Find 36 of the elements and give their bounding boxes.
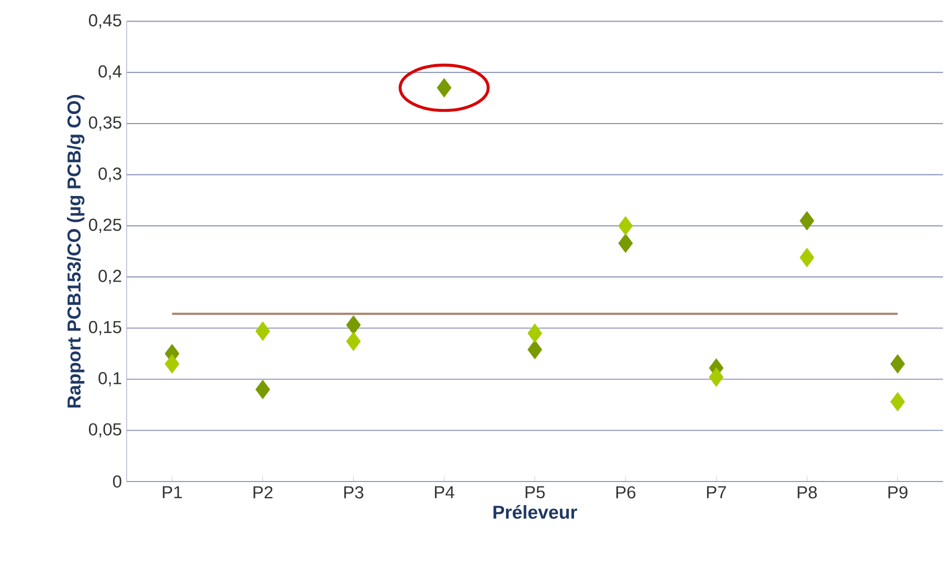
y-tick-label: 0,45: [88, 14, 122, 29]
y-tick-label: 0: [113, 476, 122, 488]
x-tick-label: P7: [707, 486, 726, 498]
x-tick-label: P9: [888, 486, 908, 499]
point: [528, 340, 542, 360]
y-tick-label: 0,4: [98, 66, 122, 80]
x-tick-label: P8: [798, 486, 817, 499]
point: [800, 248, 814, 268]
y-tick-label: 0,2: [98, 270, 122, 284]
point: [618, 216, 633, 236]
point: [708, 368, 724, 388]
x-tick-label: P5: [526, 486, 545, 499]
x-tick-label: P6: [616, 486, 636, 499]
x-tick-label: P1: [162, 486, 182, 498]
y-tick-label: 0,1: [98, 372, 122, 387]
point: [255, 380, 270, 400]
y-axis-title: Rapport PCB153/CO (µg PCB/g CO): [66, 95, 84, 408]
y-tick-label: 0,15: [88, 321, 122, 336]
point: [436, 78, 452, 98]
y-tick-label: 0,25: [88, 218, 122, 234]
point: [346, 332, 361, 352]
point: [890, 354, 905, 374]
x-tick-label: P2: [254, 486, 272, 499]
point: [255, 322, 270, 342]
x-tick-label: P3: [344, 486, 364, 499]
point: [528, 324, 542, 344]
y-tick-label: 0,3: [98, 168, 122, 182]
y-tick-label: 0,35: [88, 116, 122, 131]
point: [164, 354, 180, 374]
point: [346, 316, 361, 335]
point: [800, 211, 814, 231]
point: [890, 392, 905, 412]
x-tick-label: P4: [434, 486, 454, 498]
point: [618, 234, 633, 254]
y-tick-label: 0,05: [88, 423, 122, 438]
x-axis-title: Préleveur: [494, 505, 578, 520]
